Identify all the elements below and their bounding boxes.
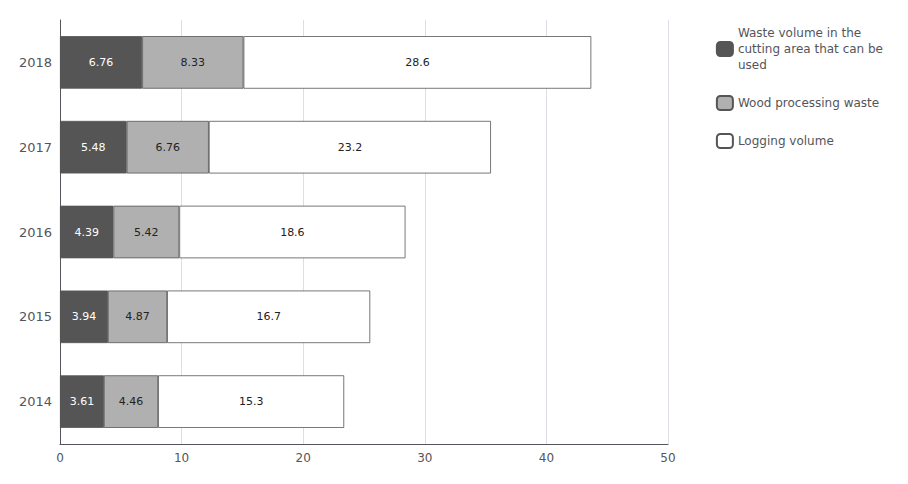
svg-text:4.39: 4.39 [74, 226, 99, 239]
svg-text:cutting area that can be: cutting area that can be [738, 42, 883, 56]
svg-text:Logging volume: Logging volume [738, 134, 834, 148]
svg-text:Waste volume in the: Waste volume in the [738, 26, 861, 40]
svg-text:28.6: 28.6 [405, 56, 430, 69]
svg-text:2017: 2017 [19, 140, 52, 155]
svg-text:20: 20 [296, 451, 311, 465]
svg-text:2018: 2018 [19, 55, 52, 70]
svg-text:10: 10 [174, 451, 189, 465]
svg-text:4.87: 4.87 [125, 310, 150, 323]
svg-text:23.2: 23.2 [338, 141, 363, 154]
svg-text:used: used [738, 58, 767, 72]
svg-text:6.76: 6.76 [89, 56, 114, 69]
svg-text:2016: 2016 [19, 225, 52, 240]
svg-text:Wood processing waste: Wood processing waste [738, 96, 879, 110]
svg-text:0: 0 [56, 451, 64, 465]
svg-text:3.94: 3.94 [72, 310, 97, 323]
svg-text:30: 30 [417, 451, 432, 465]
svg-text:6.76: 6.76 [155, 141, 180, 154]
svg-text:2014: 2014 [19, 394, 52, 409]
svg-text:5.48: 5.48 [81, 141, 106, 154]
svg-text:4.46: 4.46 [119, 395, 144, 408]
svg-text:50: 50 [660, 451, 675, 465]
svg-text:16.7: 16.7 [256, 310, 281, 323]
svg-text:18.6: 18.6 [280, 226, 305, 239]
svg-text:3.61: 3.61 [70, 395, 95, 408]
svg-text:8.33: 8.33 [181, 56, 206, 69]
svg-text:5.42: 5.42 [134, 226, 159, 239]
svg-text:2015: 2015 [19, 309, 52, 324]
svg-text:15.3: 15.3 [239, 395, 264, 408]
svg-text:40: 40 [539, 451, 554, 465]
